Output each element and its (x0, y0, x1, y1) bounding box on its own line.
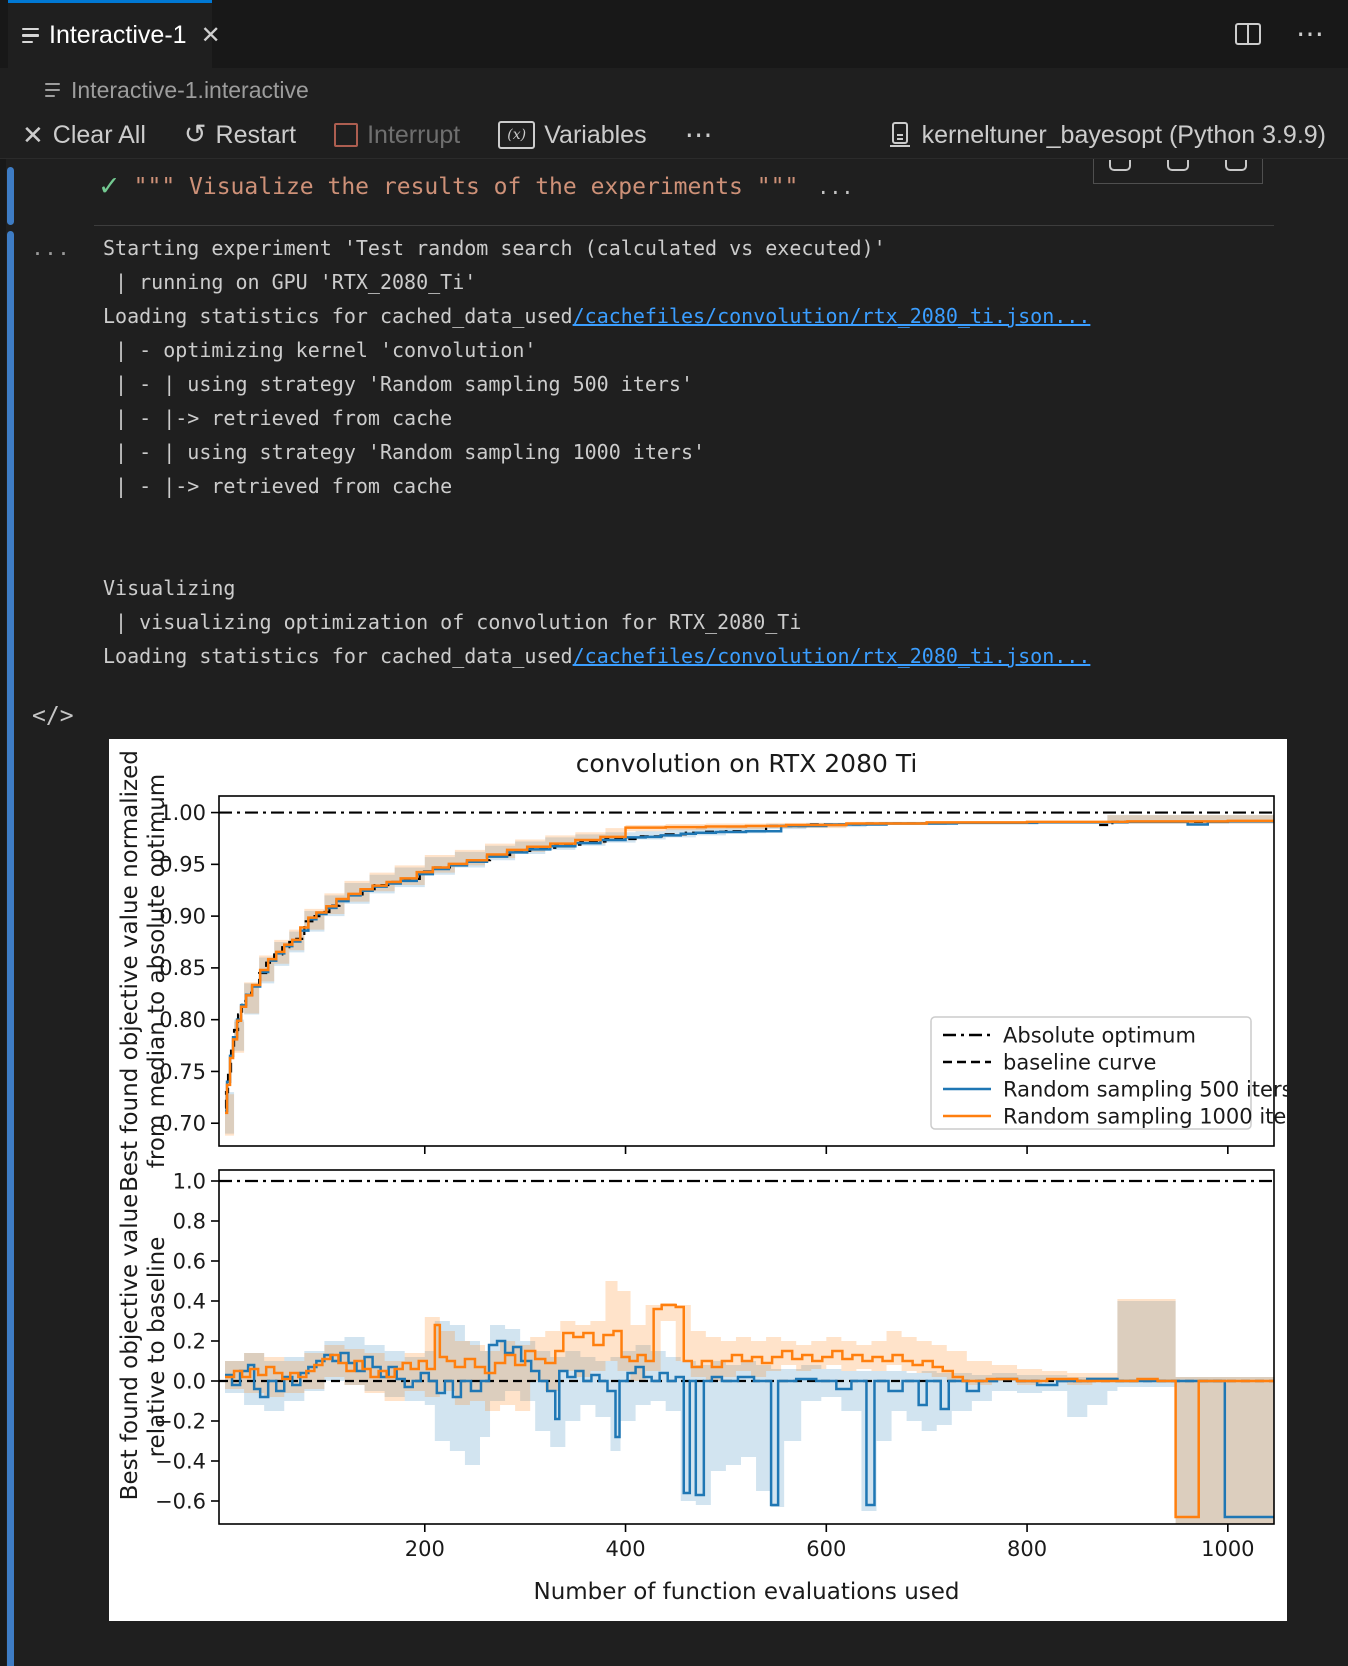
svg-text:1.00: 1.00 (159, 801, 206, 825)
variables-button[interactable]: (x) Variables (498, 120, 647, 150)
kernel-picker[interactable]: kerneltuner_bayesopt (Python 3.9.9) (888, 121, 1326, 150)
cell-hover-toolbar[interactable] (1093, 159, 1263, 184)
cell-action-icon[interactable] (1225, 160, 1247, 171)
svg-text:1000: 1000 (1201, 1537, 1254, 1561)
cell-success-icon: ✓ (98, 171, 121, 201)
interrupt-button: Interrupt (334, 121, 460, 150)
restart-label: Restart (215, 120, 297, 149)
svg-text:Best found objective value nor: Best found objective value normalized (117, 750, 143, 1192)
split-editor-icon[interactable] (1234, 20, 1262, 48)
output-gutter-menu-icon[interactable]: ··· (33, 237, 72, 267)
svg-text:Random sampling 500 iters: Random sampling 500 iters (1003, 1077, 1287, 1101)
svg-text:convolution on RTX 2080 Ti: convolution on RTX 2080 Ti (576, 749, 918, 778)
cell-code-text: """ Visualize the results of the experim… (133, 173, 799, 200)
output-line: Starting experiment 'Test random search … (103, 236, 886, 260)
svg-text:0.2: 0.2 (173, 1329, 206, 1353)
clear-all-icon: ✕ (22, 120, 44, 150)
svg-text:Number of function evaluations: Number of function evaluations used (533, 1579, 959, 1605)
svg-text:Random sampling 1000 iters: Random sampling 1000 iters (1003, 1104, 1287, 1128)
code-cell[interactable]: ✓ """ Visualize the results of the exper… (98, 173, 853, 200)
folded-code-ellipsis[interactable]: ... (817, 174, 854, 199)
tab-label: Interactive-1 (49, 21, 187, 49)
code-glyph-icon[interactable]: </> (32, 703, 74, 729)
svg-text:relative to baseline: relative to baseline (144, 1237, 170, 1458)
breadcrumb-label: Interactive-1.interactive (71, 76, 309, 103)
toolbar-more-icon: ⋯ (684, 119, 715, 150)
cell-output-text: Starting experiment 'Test random search … (103, 231, 1090, 673)
svg-text:0.0: 0.0 (173, 1369, 206, 1393)
kernel-icon (888, 121, 912, 149)
output-focus-bar (7, 231, 14, 1666)
cell-action-icon[interactable] (1109, 160, 1131, 171)
svg-text:0.75: 0.75 (159, 1060, 206, 1084)
clear-all-button[interactable]: ✕ Clear All (22, 121, 146, 150)
tab-interactive-1[interactable]: Interactive-1 ✕ (8, 0, 221, 68)
output-line: Loading statistics for cached_data_used/… (103, 304, 1091, 328)
kernel-label: kerneltuner_bayesopt (Python 3.9.9) (921, 120, 1326, 149)
svg-text:0.80: 0.80 (159, 1008, 206, 1032)
svg-text:Best found objective value: Best found objective value (117, 1194, 143, 1501)
svg-text:0.95: 0.95 (159, 853, 206, 877)
svg-text:baseline curve: baseline curve (1003, 1050, 1156, 1074)
svg-text:600: 600 (806, 1537, 846, 1561)
output-line: | - |-> retrieved from cache (103, 474, 453, 498)
tab-bar: Interactive-1 ✕ ⋯ (0, 0, 1348, 68)
svg-text:−0.4: −0.4 (155, 1449, 206, 1473)
clear-all-label: Clear All (52, 120, 146, 149)
variables-label: Variables (544, 120, 647, 149)
svg-text:from median to absolute optimu: from median to absolute optimum (144, 774, 170, 1168)
restart-icon: ↺ (183, 118, 207, 149)
svg-text:0.6: 0.6 (173, 1249, 206, 1273)
svg-text:400: 400 (605, 1537, 645, 1561)
svg-text:−0.2: −0.2 (155, 1409, 206, 1433)
cell-action-icon[interactable] (1167, 160, 1189, 171)
output-line: | - |-> retrieved from cache (103, 406, 453, 430)
output-line: | - | using strategy 'Random sampling 10… (103, 440, 706, 464)
breadcrumb[interactable]: Interactive-1.interactive (0, 68, 1348, 112)
output-line: Visualizing (103, 576, 236, 600)
cell-focus-bar (7, 167, 14, 225)
toolbar-more-button[interactable]: ⋯ (685, 121, 715, 149)
interactive-window-icon (22, 27, 39, 44)
interactive-toolbar: ✕ Clear All ↺ Restart Interrupt (x) Vari… (0, 112, 1348, 159)
interrupt-label: Interrupt (367, 120, 461, 149)
output-line: | visualizing optimization of convolutio… (103, 610, 802, 634)
variables-icon: (x) (498, 121, 536, 149)
output-line (103, 537, 1090, 571)
svg-text:200: 200 (405, 1537, 445, 1561)
cell-divider (94, 225, 1274, 226)
tab-close-icon[interactable]: ✕ (200, 21, 221, 49)
interrupt-icon (334, 123, 359, 147)
interactive-editor: ✓ """ Visualize the results of the exper… (0, 159, 1348, 1666)
svg-text:Absolute optimum: Absolute optimum (1003, 1023, 1196, 1047)
more-actions-icon[interactable]: ⋯ (1296, 18, 1326, 49)
restart-button[interactable]: ↺ Restart (183, 118, 297, 150)
svg-text:800: 800 (1007, 1537, 1047, 1561)
output-line: Loading statistics for cached_data_used/… (103, 644, 1091, 668)
output-line: | running on GPU 'RTX_2080_Ti' (103, 270, 477, 294)
output-line (103, 503, 1090, 537)
output-link[interactable]: /cachefiles/convolution/rtx_2080_ti.json… (572, 304, 1091, 328)
svg-text:0.90: 0.90 (159, 904, 206, 928)
matplotlib-figure: 0.70 0.75 0.80 0.85 0.90 0.95 1.00 convolution … (109, 739, 1306, 1621)
svg-text:1.0: 1.0 (173, 1169, 206, 1193)
svg-text:−0.6: −0.6 (155, 1489, 206, 1513)
interactive-file-icon (45, 82, 60, 98)
output-link[interactable]: /cachefiles/convolution/rtx_2080_ti.json… (572, 644, 1091, 668)
svg-text:0.8: 0.8 (173, 1209, 206, 1233)
svg-text:0.4: 0.4 (173, 1289, 206, 1313)
svg-text:0.70: 0.70 (159, 1112, 206, 1136)
svg-text:0.85: 0.85 (159, 956, 206, 980)
output-line: | - | using strategy 'Random sampling 50… (103, 372, 694, 396)
output-line: | - optimizing kernel 'convolution' (103, 338, 537, 362)
